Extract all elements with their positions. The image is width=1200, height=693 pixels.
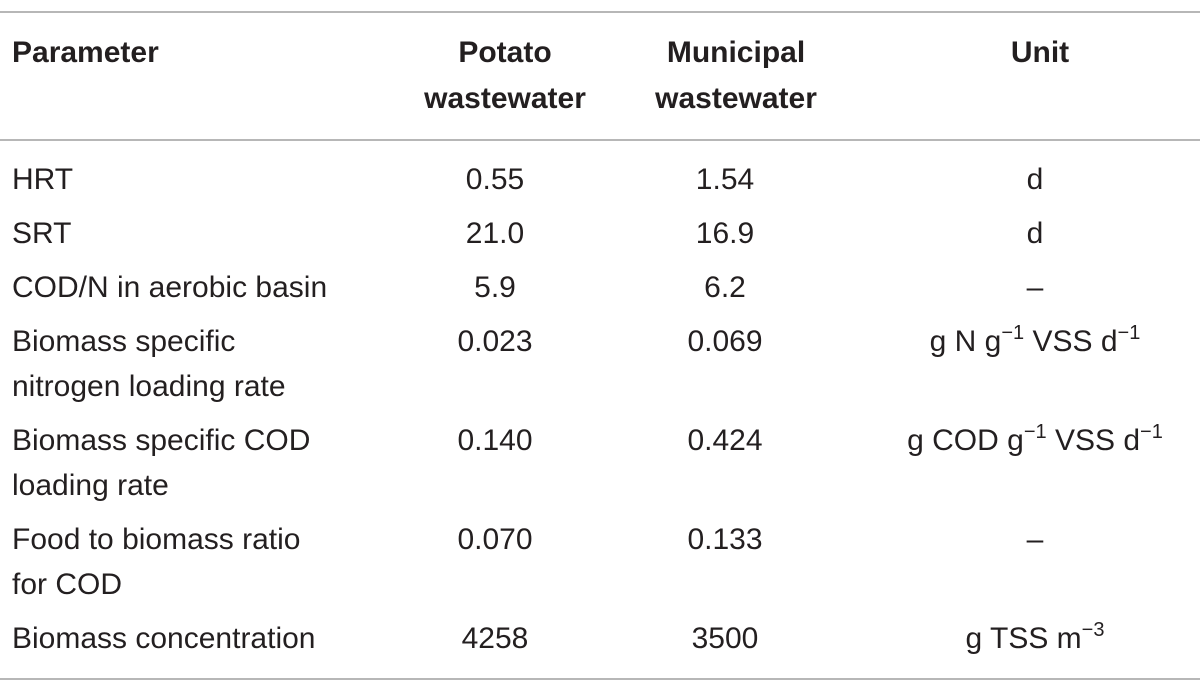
row-fm-parameter: Food to biomass ratio for COD (12, 517, 300, 607)
row-codlr-parameter: Biomass specific COD loading rate (12, 418, 310, 508)
row-hrt-potato: 0.55 (465, 163, 525, 196)
header-rule (0, 139, 1200, 141)
row-codlr-parameter-line2: loading rate (12, 469, 169, 502)
header-potato-wastewater: Potato wastewater (410, 30, 600, 122)
row-nlr-unit: g N g−1 VSS d−1 (880, 319, 1190, 364)
row-codlr-parameter-line1: Biomass specific COD (12, 424, 311, 457)
row-srt-unit: d (1026, 217, 1044, 250)
header-potato-line2: wastewater (424, 82, 586, 115)
header-unit: Unit (1010, 36, 1070, 69)
header-potato-line1: Potato (458, 36, 552, 69)
row-bc-parameter: Biomass concentration (12, 622, 316, 655)
row-fm-parameter-line1: Food to biomass ratio (12, 523, 301, 556)
row-codlr-unit: g COD g−1 VSS d−1 (880, 418, 1190, 463)
row-srt-parameter: SRT (12, 217, 72, 250)
header-municipal-line2: wastewater (655, 82, 817, 115)
row-nlr-parameter-line1: Biomass specific (12, 325, 236, 358)
row-codn-unit: – (1026, 271, 1044, 304)
unit-exponent: −3 (1081, 619, 1105, 641)
table-top-rule (0, 11, 1200, 13)
header-municipal-wastewater: Municipal wastewater (636, 30, 836, 122)
unit-text: g COD g (907, 424, 1024, 457)
row-bc-unit: g TSS m−3 (880, 616, 1190, 661)
header-municipal-line1: Municipal (666, 36, 806, 69)
row-codn-potato: 5.9 (474, 271, 516, 304)
row-srt-municipal: 16.9 (695, 217, 755, 250)
unit-text: VSS d (1024, 325, 1118, 358)
row-fm-unit: – (1026, 523, 1044, 556)
row-codn-parameter: COD/N in aerobic basin (12, 271, 328, 304)
unit-exponent: −1 (1140, 421, 1163, 443)
table-bottom-rule (0, 678, 1200, 680)
row-nlr-parameter: Biomass specific nitrogen loading rate (12, 319, 286, 409)
row-nlr-municipal: 0.069 (687, 325, 763, 358)
row-hrt-parameter: HRT (12, 163, 74, 196)
unit-text: g N g (929, 325, 1002, 358)
row-codlr-potato: 0.140 (457, 424, 533, 457)
row-codn-municipal: 6.2 (704, 271, 746, 304)
row-fm-municipal: 0.133 (687, 523, 763, 556)
row-codlr-municipal: 0.424 (687, 424, 763, 457)
row-bc-municipal: 3500 (691, 622, 759, 655)
row-bc-potato: 4258 (461, 622, 529, 655)
unit-exponent: −1 (1023, 421, 1047, 443)
row-fm-potato: 0.070 (457, 523, 533, 556)
row-nlr-potato: 0.023 (457, 325, 533, 358)
header-parameter: Parameter (12, 36, 159, 69)
unit-exponent: −1 (1117, 322, 1141, 344)
unit-text: VSS d (1046, 424, 1141, 457)
row-srt-potato: 21.0 (465, 217, 525, 250)
row-fm-parameter-line2: for COD (12, 568, 123, 601)
row-hrt-municipal: 1.54 (695, 163, 755, 196)
row-hrt-unit: d (1026, 163, 1044, 196)
unit-text: g TSS m (965, 622, 1082, 655)
row-nlr-parameter-line2: nitrogen loading rate (12, 370, 286, 403)
unit-exponent: −1 (1001, 322, 1025, 344)
